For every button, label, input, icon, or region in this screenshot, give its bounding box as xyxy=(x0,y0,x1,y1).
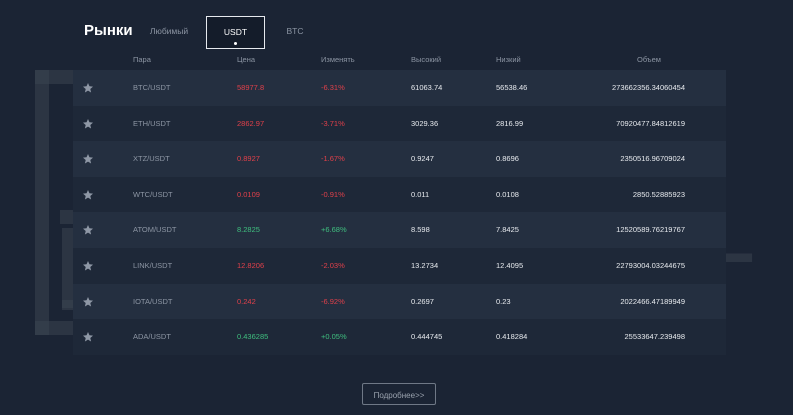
price-cell: 0.242 xyxy=(237,296,256,306)
volume-cell: 25533647.239498 xyxy=(624,332,685,342)
volume-cell: 70920477.84812619 xyxy=(616,118,685,128)
low-cell: 0.23 xyxy=(496,296,511,306)
low-cell: 12.4095 xyxy=(496,260,524,270)
table-row[interactable]: ETH/USDT 2862.97 -3.71% 3029.36 2816.99 70920… xyxy=(73,105,726,142)
star-icon[interactable] xyxy=(82,152,94,164)
column-header-volume[interactable]: Объем xyxy=(637,55,661,64)
tab-favorites-label: Любимый xyxy=(149,26,189,36)
table-row[interactable]: IOTA/USDT 0.242 -6.92% 0.2697 0.23 2022466.47… xyxy=(73,283,726,320)
price-cell: 0.8927 xyxy=(237,154,260,164)
price-cell: 2862.97 xyxy=(237,118,265,128)
pair-cell: LINK/USDT xyxy=(133,260,173,270)
column-header-price[interactable]: Цена xyxy=(237,55,256,64)
high-cell: 13.2734 xyxy=(411,260,439,270)
volume-cell: 2850.52885923 xyxy=(632,189,685,199)
change-cell: +6.68% xyxy=(321,225,347,235)
change-cell: -6.31% xyxy=(321,83,345,92)
page-title: Рынки xyxy=(84,22,133,39)
change-cell: -0.91% xyxy=(321,189,345,199)
high-cell: 0.2697 xyxy=(411,296,434,306)
pair-cell: ADA/USDT xyxy=(133,332,171,342)
table-row[interactable]: ADA/USDT 0.436285 +0.05% 0.444745 0.418284 25… xyxy=(73,319,726,355)
pair-cell: IOTA/USDT xyxy=(133,296,173,306)
high-cell: 3029.36 xyxy=(411,118,439,128)
star-icon[interactable] xyxy=(82,295,94,307)
pair-cell: WTC/USDT xyxy=(133,189,173,199)
tab-usdt[interactable]: USDT xyxy=(206,16,265,49)
low-cell: 56538.46 xyxy=(496,83,528,92)
low-cell: 7.8425 xyxy=(496,225,519,235)
price-cell: 8.2825 xyxy=(237,225,260,235)
table-header: Пара Цена Изменять Высокий Низкий Объем xyxy=(73,50,726,68)
volume-cell: 22793004.03244675 xyxy=(616,260,685,270)
table-row[interactable]: BTC/USDT 58977.8 -6.31% 61063.74 56538.46 273… xyxy=(73,70,726,106)
table-row[interactable]: WTC/USDT 0.0109 -0.91% 0.011 0.0108 2850.5288… xyxy=(73,176,726,213)
volume-cell: 2022466.47189949 xyxy=(620,296,685,306)
high-cell: 0.9247 xyxy=(411,154,434,164)
price-cell: 0.436285 xyxy=(237,332,269,342)
price-cell: 0.0109 xyxy=(237,189,260,199)
column-header-low[interactable]: Низкий xyxy=(496,55,521,64)
pair-cell: BTC/USDT xyxy=(133,83,171,92)
column-header-high[interactable]: Высокий xyxy=(411,55,442,64)
table-row[interactable]: ATOM/USDT 8.2825 +6.68% 8.598 7.8425 12520589… xyxy=(73,212,726,248)
star-icon[interactable] xyxy=(82,259,94,271)
high-cell: 61063.74 xyxy=(411,83,443,92)
change-cell: -3.71% xyxy=(321,118,345,128)
tab-usdt-label: USDT xyxy=(223,27,248,37)
change-cell: -2.03% xyxy=(321,260,345,270)
table-row[interactable]: LINK/USDT 12.8206 -2.03% 13.2734 12.4095 2279… xyxy=(73,247,726,284)
pair-cell: XTZ/USDT xyxy=(133,154,170,164)
price-cell: 58977.8 xyxy=(237,83,265,92)
tab-favorites[interactable]: Любимый xyxy=(146,16,192,48)
price-cell: 12.8206 xyxy=(237,260,265,270)
column-header-pair[interactable]: Пара xyxy=(133,55,151,64)
high-cell: 8.598 xyxy=(411,225,430,235)
star-icon[interactable] xyxy=(82,81,94,93)
change-cell: +0.05% xyxy=(321,332,347,342)
pair-cell: ATOM/USDT xyxy=(133,225,177,235)
markets-table: BTC/USDT 58977.8 -6.31% 61063.74 56538.46 273… xyxy=(73,70,726,355)
column-header-change[interactable]: Изменять xyxy=(321,55,355,64)
tab-btc[interactable]: BTC xyxy=(280,16,310,48)
change-cell: -6.92% xyxy=(321,296,345,306)
active-tab-indicator xyxy=(234,42,237,45)
pair-cell: ETH/USDT xyxy=(133,118,171,128)
high-cell: 0.011 xyxy=(411,189,430,199)
low-cell: 2816.99 xyxy=(496,118,524,128)
star-icon[interactable] xyxy=(82,330,94,342)
volume-cell: 2350516.96709024 xyxy=(620,154,685,164)
volume-cell: 273662356.34060454 xyxy=(612,83,685,92)
more-button[interactable]: Подробнее>> xyxy=(362,383,436,405)
star-icon[interactable] xyxy=(82,117,94,129)
table-row[interactable]: XTZ/USDT 0.8927 -1.67% 0.9247 0.8696 2350516.… xyxy=(73,141,726,177)
low-cell: 0.8696 xyxy=(496,154,519,164)
low-cell: 0.0108 xyxy=(496,189,519,199)
star-icon[interactable] xyxy=(82,188,94,200)
tab-btc-label: BTC xyxy=(286,26,304,36)
low-cell: 0.418284 xyxy=(496,332,528,342)
star-icon[interactable] xyxy=(82,223,94,235)
high-cell: 0.444745 xyxy=(411,332,443,342)
change-cell: -1.67% xyxy=(321,154,345,164)
volume-cell: 12520589.76219767 xyxy=(616,225,685,235)
